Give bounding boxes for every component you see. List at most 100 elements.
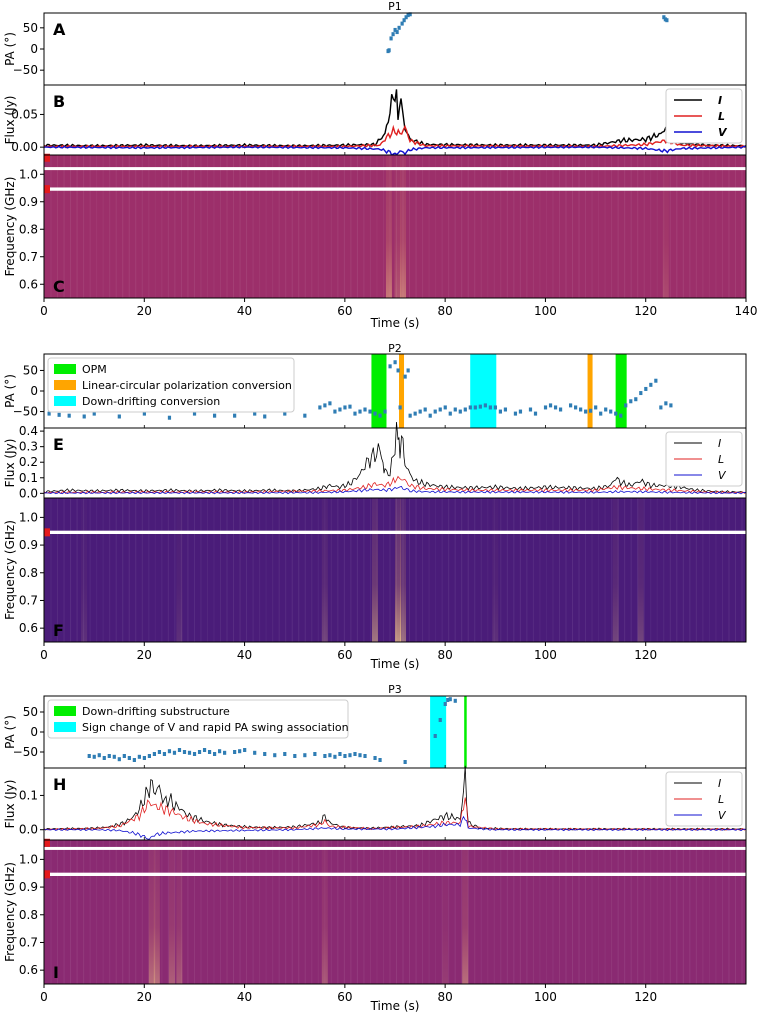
pa-point xyxy=(398,405,402,410)
spectrum-texture xyxy=(663,840,665,984)
spectrum-texture xyxy=(715,498,717,642)
spectrum-texture xyxy=(448,498,450,642)
spectrum-texture xyxy=(611,498,613,642)
spectrum-texture xyxy=(285,155,287,298)
spectrum-texture xyxy=(298,498,300,642)
pa-point xyxy=(172,750,177,755)
spectrum-texture xyxy=(109,840,111,984)
x-tick-label: 20 xyxy=(137,304,152,318)
y-tick-label: 0.9 xyxy=(19,538,38,552)
spectrum-burst xyxy=(442,840,449,984)
spectrum-texture xyxy=(50,840,52,984)
pa-point xyxy=(263,414,267,419)
flux-background xyxy=(44,85,746,155)
spectrum-texture xyxy=(382,840,384,984)
pa-point xyxy=(609,409,613,414)
x-tick-label: 0 xyxy=(40,648,48,662)
spectrum-texture xyxy=(369,155,371,298)
panel-letter: E xyxy=(53,435,64,454)
y-tick-label: −50 xyxy=(13,63,38,77)
spectrum-texture xyxy=(415,840,417,984)
y-tick-label: 0.4 xyxy=(19,424,38,438)
spectrum-frame xyxy=(43,497,747,643)
pa-point xyxy=(293,754,297,758)
spectrum-gap xyxy=(44,530,746,534)
spectrum-texture xyxy=(578,840,580,984)
spectrum-texture xyxy=(637,840,639,984)
y-tick-label: 1.0 xyxy=(19,510,38,524)
spectrum-texture xyxy=(676,155,678,298)
spectrum-texture xyxy=(656,498,658,642)
spectrum-frame xyxy=(43,839,747,985)
spectrum-texture xyxy=(513,840,515,984)
legend-label: L xyxy=(718,453,724,466)
spectrum-texture xyxy=(233,840,235,984)
spectrum-texture xyxy=(298,155,300,298)
spectrum-texture xyxy=(728,498,730,642)
spectrum-texture xyxy=(265,498,267,642)
spectrum-texture xyxy=(558,840,560,984)
pa-point xyxy=(518,409,523,414)
spectrum-texture xyxy=(598,498,600,642)
spectrum-texture xyxy=(193,840,195,984)
legend-label: I xyxy=(718,437,721,450)
spectrum-texture xyxy=(148,840,150,984)
spectrum-texture xyxy=(435,840,437,984)
spectrum-texture xyxy=(461,155,463,298)
pa-point xyxy=(408,12,412,17)
y-axis-label: Flux (Jy) xyxy=(3,780,17,829)
spectrum-texture xyxy=(102,498,104,642)
spectrum-texture xyxy=(369,840,371,984)
spectrum-texture xyxy=(513,155,515,298)
pa-point xyxy=(396,368,400,373)
marker-band-drift xyxy=(470,354,497,428)
legend-swatch-opm xyxy=(54,364,76,374)
spectrum-texture xyxy=(141,498,143,642)
spectrum-texture xyxy=(669,155,671,298)
pa-point xyxy=(318,405,322,410)
legend-label: V xyxy=(718,126,728,139)
y-tick-label: 0 xyxy=(30,725,38,739)
spectrum-texture xyxy=(141,155,143,298)
spectrum-texture xyxy=(50,155,52,298)
pa-point xyxy=(137,754,141,759)
spectrum-texture xyxy=(728,840,730,984)
spectrum-texture xyxy=(304,498,306,642)
pa-point xyxy=(107,754,111,758)
y-tick-label: 0.8 xyxy=(19,908,38,922)
flux-series-V xyxy=(43,485,747,495)
pa-point xyxy=(112,754,116,759)
x-tick-label: 100 xyxy=(534,990,557,1004)
spectrum-texture xyxy=(128,155,130,298)
legend-label: OPM xyxy=(82,363,107,376)
flux-series-I xyxy=(43,421,747,494)
spectrum-texture xyxy=(278,498,280,642)
spectrum-texture xyxy=(200,498,202,642)
marker-band-opm xyxy=(371,354,387,428)
chart-title: P2 xyxy=(388,342,402,355)
y-tick-label: 0.7 xyxy=(19,250,38,264)
pa-point xyxy=(402,18,406,23)
spectrum-texture xyxy=(356,498,358,642)
spectrum-texture xyxy=(63,498,65,642)
pa-point xyxy=(47,411,51,416)
spectrum-texture xyxy=(102,840,104,984)
pa-point xyxy=(167,749,172,754)
spectrum-texture xyxy=(643,498,645,642)
pa-point xyxy=(378,413,382,418)
y-tick-label: 1.0 xyxy=(19,852,38,866)
y-tick-label: 0.8 xyxy=(19,566,38,580)
legend-label: I xyxy=(718,94,722,107)
spectrum-texture xyxy=(96,155,98,298)
spectrum-texture xyxy=(50,498,52,642)
legend-label: I xyxy=(718,777,721,790)
spectrum-texture xyxy=(265,840,267,984)
spectrum-texture xyxy=(585,840,587,984)
spectrum-gap xyxy=(44,846,746,850)
pa-point xyxy=(448,411,452,416)
